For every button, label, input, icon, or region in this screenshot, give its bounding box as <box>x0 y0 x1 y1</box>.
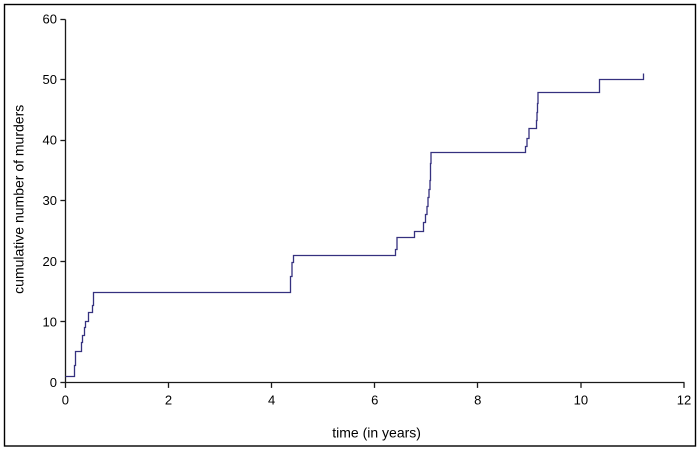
svg-text:cumulative number of murders: cumulative number of murders <box>11 105 27 294</box>
svg-text:2: 2 <box>165 393 172 408</box>
svg-text:60: 60 <box>43 12 57 27</box>
svg-text:50: 50 <box>43 72 57 87</box>
svg-text:10: 10 <box>43 314 57 329</box>
svg-text:12: 12 <box>677 393 691 408</box>
svg-text:4: 4 <box>268 393 275 408</box>
svg-text:8: 8 <box>474 393 481 408</box>
svg-text:30: 30 <box>43 193 57 208</box>
svg-text:40: 40 <box>43 133 57 148</box>
svg-text:6: 6 <box>371 393 378 408</box>
svg-text:0: 0 <box>62 393 69 408</box>
svg-text:0: 0 <box>50 375 57 390</box>
svg-text:10: 10 <box>574 393 588 408</box>
svg-text:20: 20 <box>43 254 57 269</box>
svg-text:time (in years): time (in years) <box>332 424 421 440</box>
